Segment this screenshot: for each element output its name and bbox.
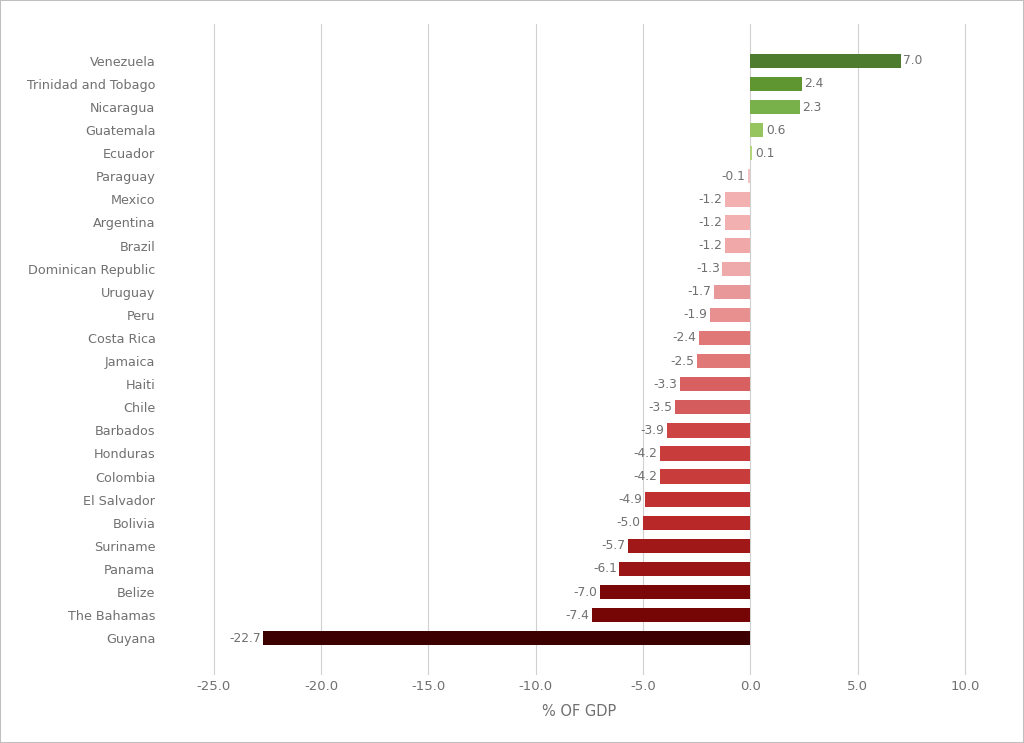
Text: -4.9: -4.9 bbox=[618, 493, 643, 506]
Text: -4.2: -4.2 bbox=[634, 470, 657, 483]
Text: 7.0: 7.0 bbox=[903, 54, 923, 68]
Text: -5.7: -5.7 bbox=[601, 539, 626, 552]
Text: -1.9: -1.9 bbox=[683, 308, 707, 322]
Text: -1.7: -1.7 bbox=[687, 285, 712, 298]
Bar bbox=[698, 331, 751, 345]
Bar bbox=[751, 53, 900, 68]
Bar bbox=[675, 400, 751, 415]
Bar bbox=[696, 354, 751, 369]
Text: -1.2: -1.2 bbox=[698, 193, 722, 206]
Bar bbox=[660, 470, 751, 484]
Bar bbox=[628, 539, 751, 553]
Text: -1.3: -1.3 bbox=[696, 262, 720, 275]
Bar bbox=[592, 608, 751, 622]
Bar bbox=[600, 585, 751, 599]
Text: -7.4: -7.4 bbox=[565, 609, 589, 622]
Bar bbox=[751, 77, 802, 91]
Text: -2.4: -2.4 bbox=[673, 331, 696, 345]
Text: -7.0: -7.0 bbox=[573, 585, 598, 599]
Text: -4.2: -4.2 bbox=[634, 447, 657, 460]
Bar bbox=[725, 215, 751, 230]
Text: -5.0: -5.0 bbox=[616, 516, 640, 529]
Bar bbox=[751, 100, 800, 114]
Bar bbox=[667, 424, 751, 438]
Text: -1.2: -1.2 bbox=[698, 239, 722, 252]
Text: -0.1: -0.1 bbox=[722, 170, 745, 183]
Text: 2.4: 2.4 bbox=[805, 77, 823, 91]
Text: -1.2: -1.2 bbox=[698, 216, 722, 229]
Bar bbox=[620, 562, 751, 576]
Text: -3.3: -3.3 bbox=[653, 377, 677, 391]
Bar bbox=[751, 146, 753, 160]
Text: -2.5: -2.5 bbox=[670, 354, 694, 368]
Text: -6.1: -6.1 bbox=[593, 562, 616, 575]
Bar bbox=[660, 447, 751, 461]
Text: -3.9: -3.9 bbox=[640, 424, 665, 437]
Text: 2.3: 2.3 bbox=[802, 100, 821, 114]
Text: 0.6: 0.6 bbox=[766, 123, 785, 137]
Bar bbox=[723, 262, 751, 276]
X-axis label: % OF GDP: % OF GDP bbox=[542, 704, 615, 719]
Bar bbox=[645, 493, 751, 507]
Bar bbox=[680, 377, 751, 392]
Bar bbox=[714, 285, 751, 299]
Text: 0.1: 0.1 bbox=[755, 146, 774, 160]
Bar bbox=[643, 516, 751, 530]
Bar bbox=[749, 169, 751, 184]
Bar bbox=[263, 631, 751, 646]
Text: -3.5: -3.5 bbox=[648, 400, 673, 414]
Bar bbox=[725, 239, 751, 253]
Bar bbox=[710, 308, 751, 322]
Bar bbox=[751, 123, 763, 137]
Bar bbox=[725, 192, 751, 207]
Text: -22.7: -22.7 bbox=[229, 632, 261, 645]
